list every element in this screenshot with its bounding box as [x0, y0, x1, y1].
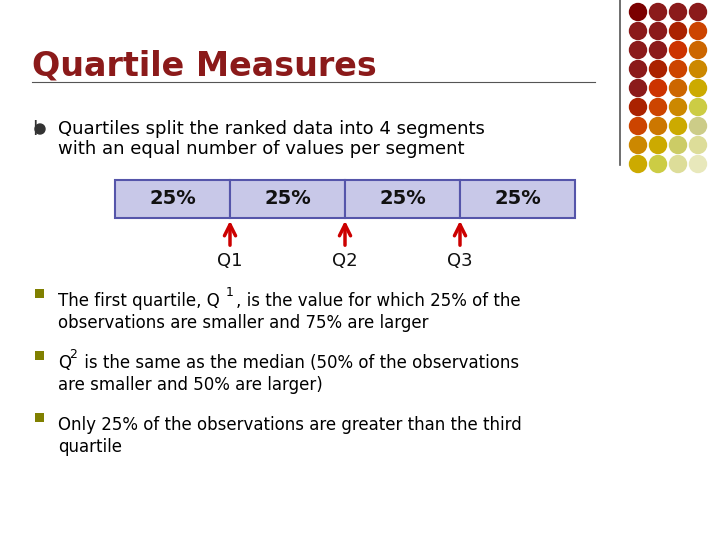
Circle shape	[629, 79, 647, 97]
Text: Q: Q	[58, 354, 71, 372]
Text: is the same as the median (50% of the observations: is the same as the median (50% of the ob…	[79, 354, 519, 372]
Circle shape	[690, 23, 706, 39]
Circle shape	[670, 23, 686, 39]
Circle shape	[670, 60, 686, 78]
Circle shape	[670, 42, 686, 58]
Text: observations are smaller and 75% are larger: observations are smaller and 75% are lar…	[58, 314, 428, 332]
Circle shape	[629, 23, 647, 39]
Bar	[35, 413, 44, 422]
Circle shape	[670, 79, 686, 97]
Circle shape	[670, 118, 686, 134]
Circle shape	[670, 137, 686, 153]
Circle shape	[649, 98, 667, 116]
Text: Q1: Q1	[217, 252, 243, 270]
Text: 25%: 25%	[264, 190, 311, 208]
Circle shape	[690, 118, 706, 134]
Circle shape	[629, 60, 647, 78]
Circle shape	[649, 156, 667, 172]
Circle shape	[649, 118, 667, 134]
Circle shape	[629, 42, 647, 58]
Text: Quartile Measures: Quartile Measures	[32, 50, 377, 83]
Circle shape	[629, 156, 647, 172]
Circle shape	[670, 98, 686, 116]
Circle shape	[670, 3, 686, 21]
Circle shape	[35, 124, 45, 134]
Circle shape	[629, 3, 647, 21]
Text: quartile: quartile	[58, 438, 122, 456]
Circle shape	[690, 98, 706, 116]
Circle shape	[649, 42, 667, 58]
Circle shape	[629, 118, 647, 134]
Text: , is the value for which 25% of the: , is the value for which 25% of the	[236, 292, 521, 310]
Circle shape	[690, 79, 706, 97]
Text: l: l	[32, 120, 37, 139]
Bar	[230, 180, 345, 218]
Circle shape	[649, 23, 667, 39]
Bar	[115, 180, 230, 218]
Bar	[345, 180, 460, 218]
Text: 1: 1	[226, 286, 234, 299]
Circle shape	[649, 3, 667, 21]
Text: 2: 2	[69, 348, 77, 361]
Circle shape	[629, 98, 647, 116]
Text: Q3: Q3	[447, 252, 473, 270]
Bar	[460, 180, 575, 218]
Text: 25%: 25%	[494, 190, 541, 208]
Circle shape	[690, 137, 706, 153]
Text: with an equal number of values per segment: with an equal number of values per segme…	[58, 140, 464, 158]
Text: are smaller and 50% are larger): are smaller and 50% are larger)	[58, 376, 323, 394]
Circle shape	[629, 137, 647, 153]
Circle shape	[690, 60, 706, 78]
Text: The first quartile, Q: The first quartile, Q	[58, 292, 220, 310]
Circle shape	[670, 156, 686, 172]
Text: 25%: 25%	[149, 190, 196, 208]
Bar	[35, 351, 44, 360]
Circle shape	[690, 3, 706, 21]
Text: Q2: Q2	[332, 252, 358, 270]
Text: 25%: 25%	[379, 190, 426, 208]
Circle shape	[649, 60, 667, 78]
Circle shape	[649, 137, 667, 153]
Text: Only 25% of the observations are greater than the third: Only 25% of the observations are greater…	[58, 416, 522, 434]
Text: Quartiles split the ranked data into 4 segments: Quartiles split the ranked data into 4 s…	[58, 120, 485, 138]
Bar	[35, 289, 44, 298]
Circle shape	[690, 156, 706, 172]
Circle shape	[690, 42, 706, 58]
Circle shape	[649, 79, 667, 97]
